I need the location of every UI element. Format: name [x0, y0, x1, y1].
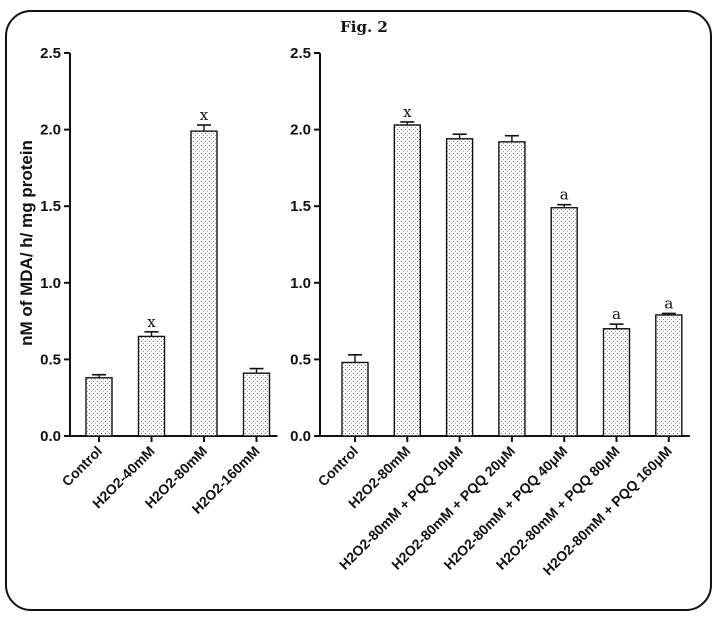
- significance-label: a: [560, 186, 569, 204]
- significance-label: a: [664, 294, 673, 312]
- y-tick-label: 0.0: [40, 428, 61, 445]
- significance-label: a: [612, 305, 621, 323]
- bar: [85, 377, 113, 437]
- significance-label: x: [200, 106, 209, 124]
- y-tick-label: 0.5: [40, 351, 61, 368]
- y-tick-label: 1.5: [290, 198, 311, 215]
- figure-frame: [5, 10, 712, 611]
- significance-label: x: [147, 313, 156, 331]
- bar: [655, 314, 683, 437]
- y-tick-label: 2.0: [290, 122, 311, 139]
- bar: [602, 328, 631, 437]
- y-tick-label: 0.5: [290, 351, 311, 368]
- bar: [498, 141, 526, 437]
- bar: [550, 207, 578, 437]
- y-tick-label: 2.5: [40, 45, 61, 62]
- y-tick-label: 1.0: [40, 275, 61, 292]
- category-label: Control: [59, 443, 106, 490]
- category-label: Control: [315, 443, 362, 490]
- bar: [190, 130, 218, 437]
- bar: [242, 372, 271, 437]
- bar: [393, 124, 421, 437]
- bar: [341, 361, 369, 437]
- y-tick-label: 1.0: [290, 275, 311, 292]
- y-tick-label: 2.5: [290, 45, 311, 62]
- chart-panel-left: 0.00.51.01.52.02.5ControlxH2O2-40mMxH2O2…: [40, 45, 278, 517]
- significance-label: x: [403, 103, 412, 121]
- y-tick-label: 2.0: [40, 122, 61, 139]
- y-tick-label: 0.0: [290, 428, 311, 445]
- figure-title: Fig. 2: [340, 18, 388, 36]
- y-tick-label: 1.5: [40, 198, 61, 215]
- bar: [445, 138, 474, 437]
- y-axis-title: nM of MDA/ h/ mg protein: [17, 140, 36, 346]
- chart-panel-right: 0.00.51.01.52.02.5ControlxH2O2-80mMH2O2-…: [290, 45, 690, 578]
- bar: [137, 335, 166, 437]
